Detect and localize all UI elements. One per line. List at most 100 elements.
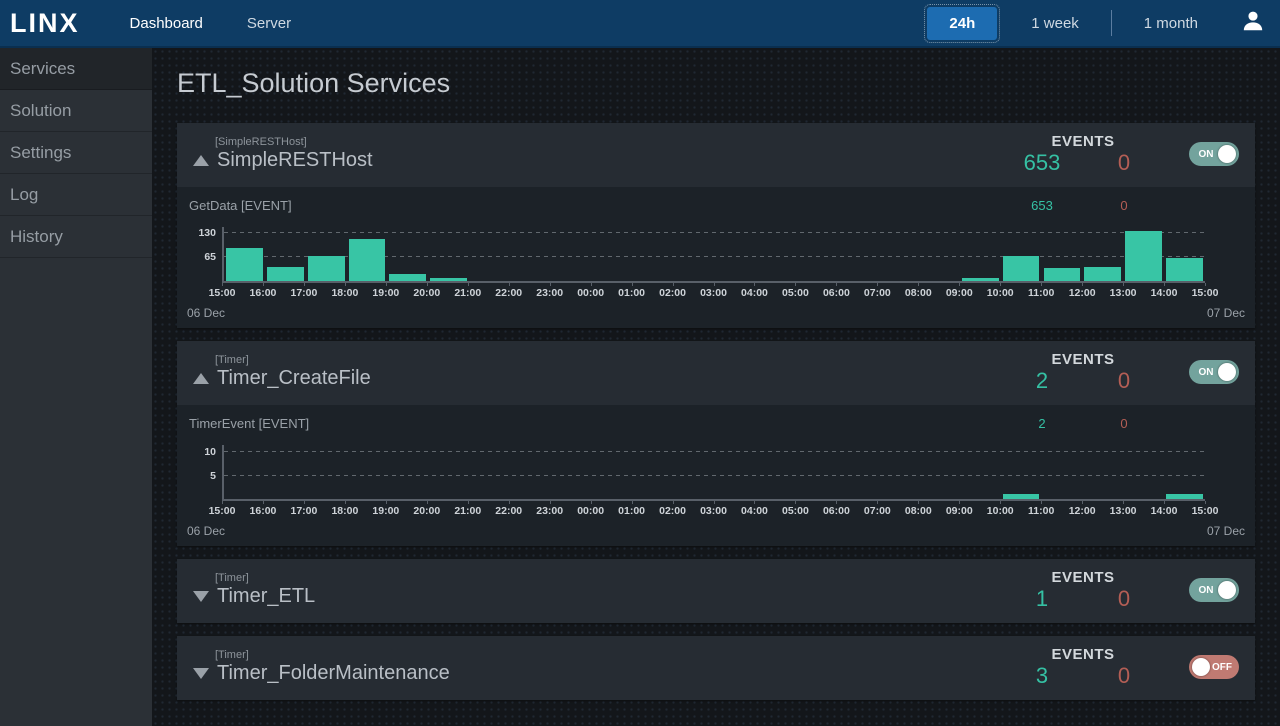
x-tick-mark <box>344 501 346 504</box>
collapse-triangle-icon[interactable] <box>193 155 209 166</box>
x-tick-label: 15:00 <box>208 287 236 299</box>
service-card-panel: GetData [EVENT] 653 0 65 130 15:00 16:00 17… <box>177 187 1255 328</box>
x-tick-mark <box>1082 501 1084 504</box>
x-tick-label: 02:00 <box>659 505 686 517</box>
x-tick-label: 06:00 <box>822 505 850 517</box>
toggle-label: ON <box>1198 148 1214 160</box>
events-ok-count: 2 <box>1035 367 1049 393</box>
service-toggle[interactable]: ON <box>1189 578 1239 602</box>
x-tick-label: 10:00 <box>986 287 1014 299</box>
x-tick-mark <box>713 283 715 286</box>
range-button-1month[interactable]: 1 month <box>1143 14 1198 32</box>
range-button-24h[interactable]: 24h <box>924 3 1001 43</box>
events-ok-count: 3 <box>1035 662 1049 688</box>
nav-item-dashboard[interactable]: Dashboard <box>129 14 203 32</box>
x-tick-mark <box>467 283 469 286</box>
bar <box>348 239 386 281</box>
range-divider <box>1110 10 1112 36</box>
sidebar-item-services[interactable]: Services <box>0 48 152 90</box>
nav-item-server[interactable]: Server <box>246 14 292 32</box>
service-type-label: [Timer] <box>215 649 249 661</box>
x-tick-label: 08:00 <box>904 287 932 299</box>
user-menu-button[interactable] <box>1226 0 1280 46</box>
x-tick-mark <box>631 283 633 286</box>
toggle-label: ON <box>1198 584 1214 596</box>
service-toggle[interactable]: OFF <box>1189 655 1239 679</box>
x-tick-label: 23:00 <box>536 505 564 517</box>
x-tick-label: 16:00 <box>249 505 277 517</box>
gridline <box>224 255 1205 257</box>
x-tick-mark <box>754 283 756 286</box>
bar <box>1084 266 1122 281</box>
x-tick-mark <box>1000 501 1002 504</box>
events-error-count: 0 <box>1117 367 1131 393</box>
x-tick-mark <box>549 283 551 286</box>
x-tick-label: 18:00 <box>331 505 359 517</box>
x-tick-mark <box>262 283 264 286</box>
service-card-timer-etl: [Timer] Timer_ETL EVENTS 1 0 ON <box>177 559 1255 623</box>
x-tick-label: 21:00 <box>454 505 482 517</box>
sidebar-item-log[interactable]: Log <box>0 174 152 216</box>
chart-plot-area: 65 130 <box>198 227 1205 283</box>
x-tick-label: 04:00 <box>741 287 768 299</box>
events-title: EVENTS <box>1051 132 1115 150</box>
x-tick-label: 16:00 <box>249 287 277 299</box>
bar <box>389 274 427 281</box>
range-button-1week[interactable]: 1 week <box>1031 14 1079 32</box>
x-tick-mark <box>303 501 305 504</box>
x-tick-label: 10:00 <box>986 505 1014 517</box>
x-tick-label: 17:00 <box>290 505 318 517</box>
service-type-label: [SimpleRESTHost] <box>215 136 307 148</box>
x-tick-mark <box>222 283 223 286</box>
service-card-header: [Timer] Timer_ETL EVENTS 1 0 ON <box>177 559 1255 623</box>
x-tick-label: 09:00 <box>945 505 973 517</box>
events-bar-chart: 5 10 15:00 16:00 17:00 18:00 19:00 20:00 21:00 2… <box>204 445 1218 519</box>
toggle-knob <box>1218 581 1236 599</box>
bar <box>1166 257 1203 281</box>
collapse-triangle-icon[interactable] <box>193 373 209 384</box>
chart-plot-area: 5 10 <box>204 445 1205 501</box>
y-tick-label: 130 <box>198 226 216 239</box>
x-tick-mark <box>1164 283 1166 286</box>
expand-triangle-icon[interactable] <box>193 591 209 602</box>
top-navbar: LINX Dashboard Server 24h 1 week 1 month <box>0 0 1280 48</box>
sidebar-item-settings[interactable]: Settings <box>0 132 152 174</box>
chart-end-date: 07 Dec <box>1206 524 1245 538</box>
x-tick-mark <box>959 501 961 504</box>
x-tick-mark <box>385 501 387 504</box>
service-toggle[interactable]: ON <box>1189 360 1239 384</box>
service-card-header: [Timer] Timer_FolderMaintenance EVENTS 3… <box>177 636 1255 700</box>
x-tick-mark <box>631 501 633 504</box>
toggle-knob <box>1218 145 1236 163</box>
x-tick-label: 14:00 <box>1150 287 1178 299</box>
x-tick-label: 09:00 <box>945 287 973 299</box>
x-tick-mark <box>222 501 223 504</box>
gridline <box>224 451 1205 453</box>
service-type-label: [Timer] <box>215 572 249 584</box>
x-tick-mark <box>918 501 920 504</box>
x-tick-label: 11:00 <box>1028 287 1055 299</box>
events-error-count: 0 <box>1117 585 1131 611</box>
x-tick-label: 00:00 <box>577 505 605 517</box>
sidebar-item-solution[interactable]: Solution <box>0 90 152 132</box>
linx-logo: LINX <box>10 7 80 38</box>
x-tick-label: 22:00 <box>495 505 523 517</box>
events-error-count: 0 <box>1117 149 1131 175</box>
x-tick-label: 15:00 <box>1191 287 1219 299</box>
service-card-header: [SimpleRESTHost] SimpleRESTHost EVENTS 6… <box>177 123 1255 187</box>
event-label: GetData [EVENT] <box>189 197 292 213</box>
bar <box>1125 231 1163 281</box>
sidebar-item-history[interactable]: History <box>0 216 152 258</box>
events-title: EVENTS <box>1051 568 1115 586</box>
bar <box>1166 494 1203 499</box>
events-error-count: 0 <box>1117 662 1131 688</box>
service-card-timer-createfile: [Timer] Timer_CreateFile EVENTS 2 0 ON <box>177 341 1255 546</box>
x-tick-label: 00:00 <box>577 287 605 299</box>
service-toggle[interactable]: ON <box>1189 142 1239 166</box>
main-content: ETL_Solution Services [SimpleRESTHost] S… <box>152 48 1280 726</box>
expand-triangle-icon[interactable] <box>193 668 209 679</box>
bar <box>226 248 263 281</box>
bar <box>430 278 468 281</box>
service-name: Timer_ETL <box>217 585 316 607</box>
bar <box>307 256 345 281</box>
